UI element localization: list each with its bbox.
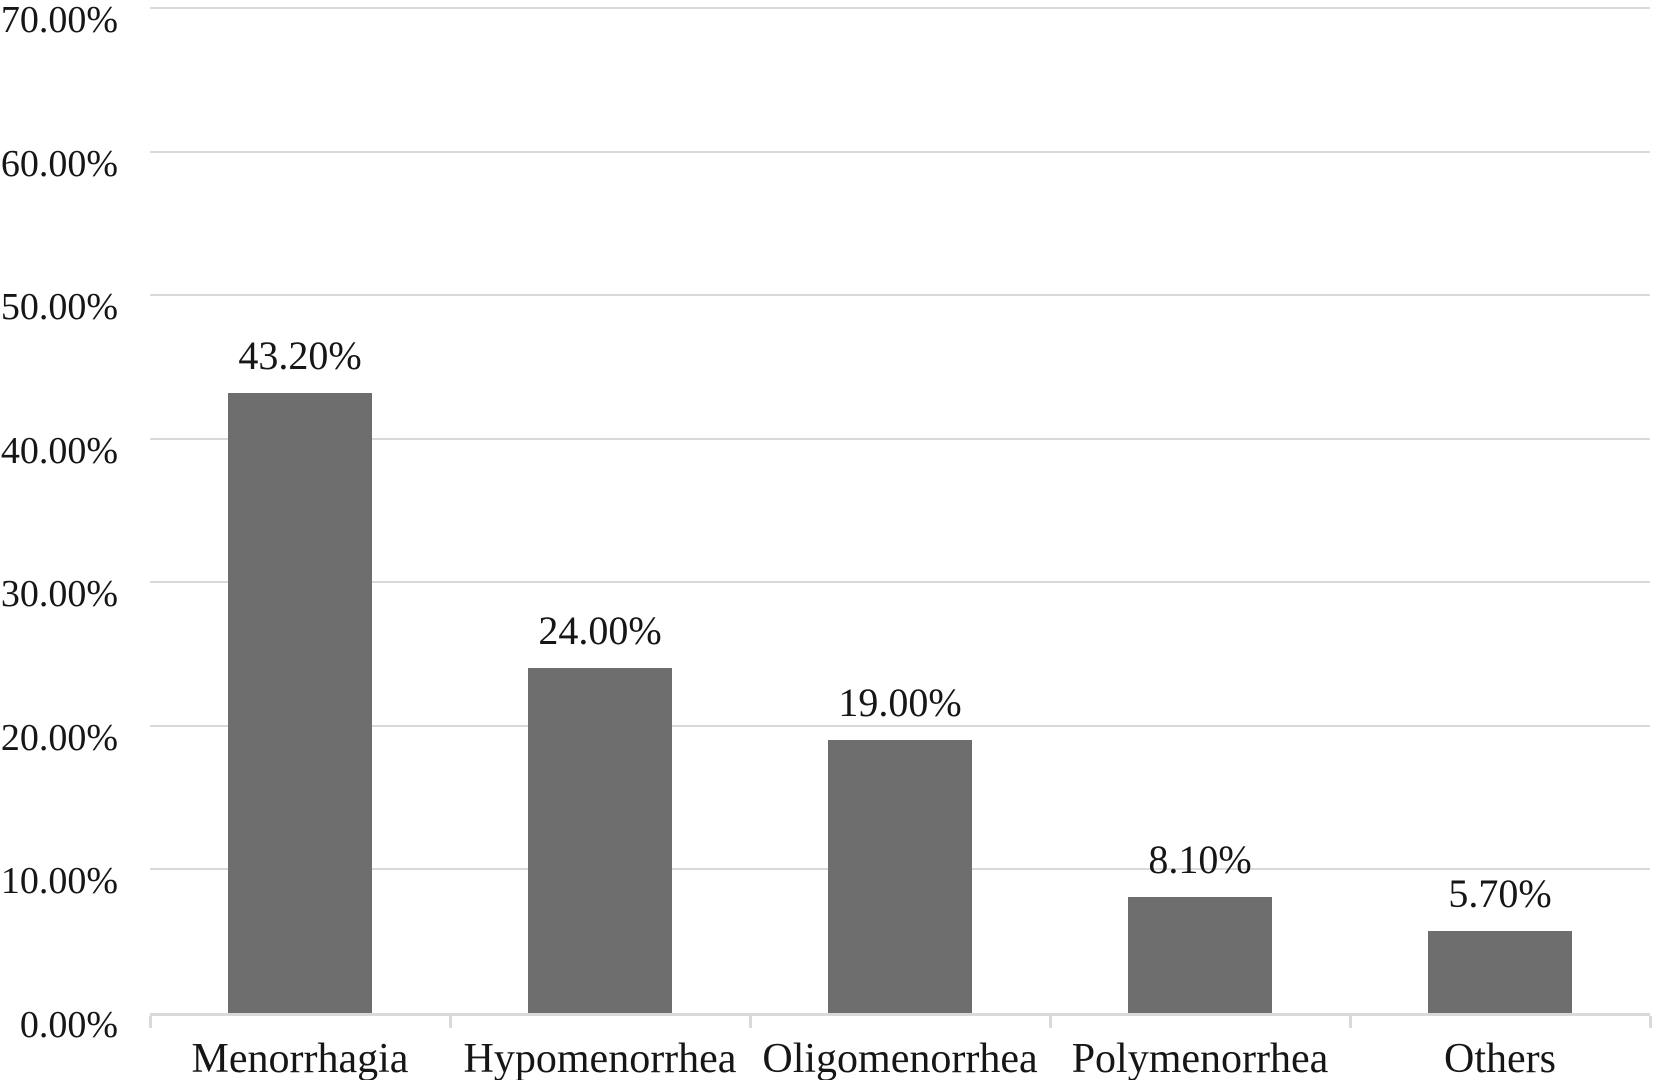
x-axis-tick (1349, 1016, 1352, 1028)
bar-others (1428, 931, 1572, 1013)
data-label-menorrhagia: 43.20% (238, 332, 362, 378)
data-label-polymenorrhea: 8.10% (1148, 836, 1252, 882)
x-axis-line (150, 1013, 1650, 1016)
y-axis-tick-label: 0.00% (19, 1004, 118, 1046)
y-axis-tick-label: 60.00% (0, 142, 118, 185)
gridline-50 (150, 294, 1650, 297)
x-axis-tick (1649, 1016, 1652, 1028)
data-label-oligomenorrhea: 19.00% (838, 680, 962, 726)
bar-polymenorrhea (1128, 896, 1272, 1013)
x-axis-tick (1049, 1016, 1052, 1028)
y-axis-tick-label: 50.00% (0, 286, 118, 329)
category-label-menorrhagia: Menorrhagia (191, 1036, 409, 1080)
category-label-hypomenorrhea: Hypomenorrhea (463, 1036, 737, 1080)
bar-hypomenorrhea (528, 668, 672, 1013)
y-axis-tick-label: 70.00% (0, 0, 118, 41)
category-label-oligomenorrhea: Oligomenorrhea (762, 1036, 1038, 1080)
bar-menorrhagia (228, 392, 372, 1013)
x-axis-tick (449, 1016, 452, 1028)
gridline-40 (150, 437, 1650, 440)
data-label-others: 5.70% (1448, 871, 1552, 917)
y-axis-tick-label: 40.00% (0, 429, 118, 472)
x-axis-tick (749, 1016, 752, 1028)
y-axis-tick-label: 20.00% (0, 716, 118, 759)
gridline-60 (150, 150, 1650, 153)
gridline-30 (150, 581, 1650, 584)
category-label-polymenorrhea: Polymenorrhea (1071, 1036, 1329, 1080)
x-axis-tick (149, 1016, 152, 1028)
y-axis-tick-label: 30.00% (0, 573, 118, 616)
bar-oligomenorrhea (828, 740, 972, 1013)
category-label-others: Others (1444, 1036, 1556, 1080)
data-label-hypomenorrhea: 24.00% (538, 608, 662, 654)
gridline-70 (150, 7, 1650, 9)
gridline-20 (150, 724, 1650, 727)
y-axis-tick-label: 10.00% (0, 860, 118, 903)
